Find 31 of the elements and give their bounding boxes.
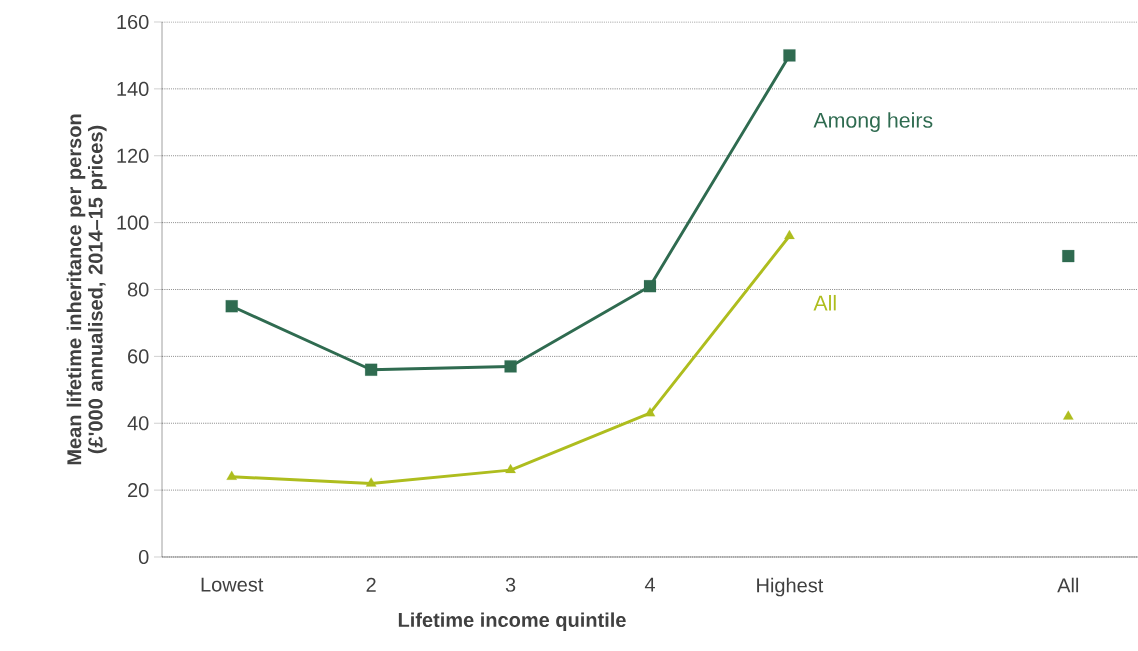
x-axis-title: Lifetime income quintile [398, 612, 626, 632]
x-tick-label: 3 [505, 577, 516, 592]
y-axis-title: Mean lifetime inheritance per person (£'000 annualised, 2014–15 prices) [66, 114, 107, 465]
x-tick-label: 4 [644, 577, 655, 592]
point [365, 363, 378, 376]
y-tick-label: 40 [127, 416, 149, 431]
y-tick-label: 120 [117, 148, 149, 163]
y-tick-label: 20 [128, 483, 149, 498]
point [1062, 249, 1075, 263]
point [225, 300, 238, 313]
y-tick-label: 80 [127, 282, 149, 297]
point [643, 280, 657, 293]
point [365, 477, 377, 487]
point [784, 229, 795, 240]
text: All [813, 294, 836, 311]
x-tick-label: Highest [757, 577, 824, 597]
y-tick-label: 140 [117, 81, 149, 96]
y-tick-label: 60 [128, 349, 149, 364]
x-tick-label: 2 [366, 577, 376, 592]
y-tick-label: 160 [117, 14, 149, 30]
point [1063, 410, 1074, 420]
y-tick-label: 100 [117, 215, 149, 230]
point [226, 470, 237, 480]
x-tick-label: All [1057, 577, 1079, 593]
point [504, 360, 517, 373]
point [505, 463, 516, 474]
point [644, 407, 656, 417]
x-tick-label: Lowest [201, 577, 264, 592]
point [783, 49, 796, 62]
y-tick-label: 0 [138, 549, 149, 565]
text: Among heirs [813, 112, 933, 133]
